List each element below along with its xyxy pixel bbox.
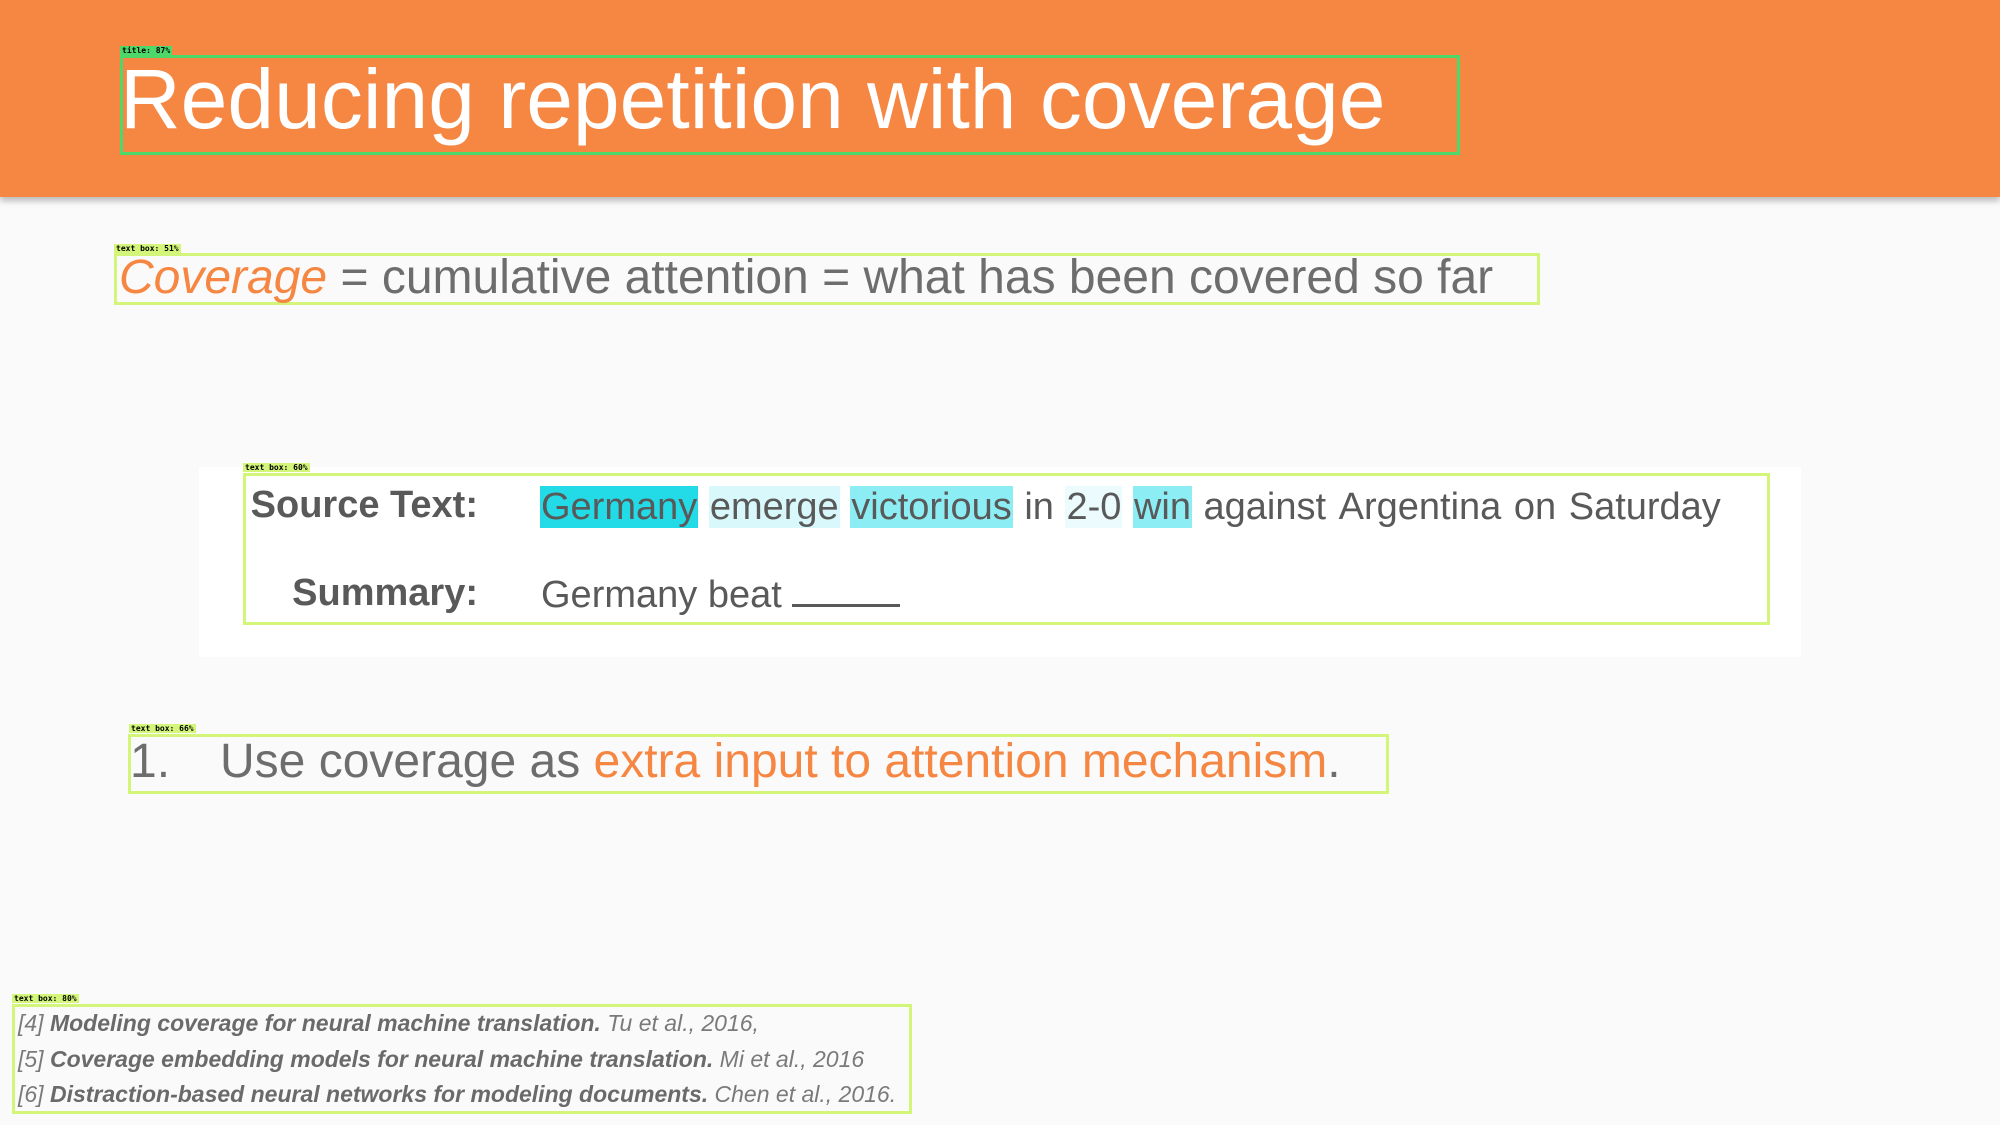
detection-box-list [128,734,1389,794]
source-token: against [1203,486,1327,528]
reference-item: [4] Modeling coverage for neural machine… [18,1010,759,1036]
source-text-label: Source Text: [250,484,478,526]
detection-tag-title: title: 87% [120,46,173,55]
detection-box-refs [12,1004,912,1114]
source-token: victorious [850,486,1013,528]
reference-item: [6] Distraction-based neural networks fo… [18,1081,897,1107]
source-token: 2-0 [1065,486,1123,528]
source-token: emerge [708,486,840,528]
list-number: 1. [130,735,171,788]
source-token: on [1513,486,1557,528]
coverage-term: Coverage [119,251,328,304]
source-token: Germany [540,486,699,528]
source-token: win [1132,486,1192,528]
references: [4] Modeling coverage for neural machine… [18,1006,896,1113]
detection-box-title [120,55,1460,155]
detection-tag-coverage: text box: 51% [114,244,181,253]
summary-words: Germany beat [541,574,782,616]
detection-tag-list: text box: 66% [129,724,196,733]
summary-text: Germany beat [541,571,901,619]
list-highlight: extra input to attention mechanism [593,735,1328,788]
detection-box-coverage [114,253,1540,305]
source-token: Saturday [1568,486,1721,528]
list-item: 1. Use coverage as extra input to attenti… [130,733,1341,791]
source-token: Argentina [1338,486,1502,528]
detection-tag-example: text box: 60% [243,463,310,472]
header-bar [0,0,2000,197]
summary-label: Summary: [292,572,478,614]
source-text: Germany emerge victorious in 2-0 win aga… [540,483,1722,531]
reference-item: [5] Coverage embedding models for neural… [18,1045,865,1072]
list-suffix: . [1327,735,1341,788]
coverage-description: = cumulative attention = what has been c… [327,251,1494,304]
summary-blank [792,574,901,607]
source-token: in [1024,486,1054,528]
list-prefix: Use coverage as [220,735,594,788]
detection-tag-refs: text box: 80% [12,994,79,1003]
detection-box-example [243,473,1770,625]
page-title: Reducing repetition with coverage [120,52,1386,146]
coverage-definition: Coverage = cumulative attention = what h… [119,250,1493,306]
